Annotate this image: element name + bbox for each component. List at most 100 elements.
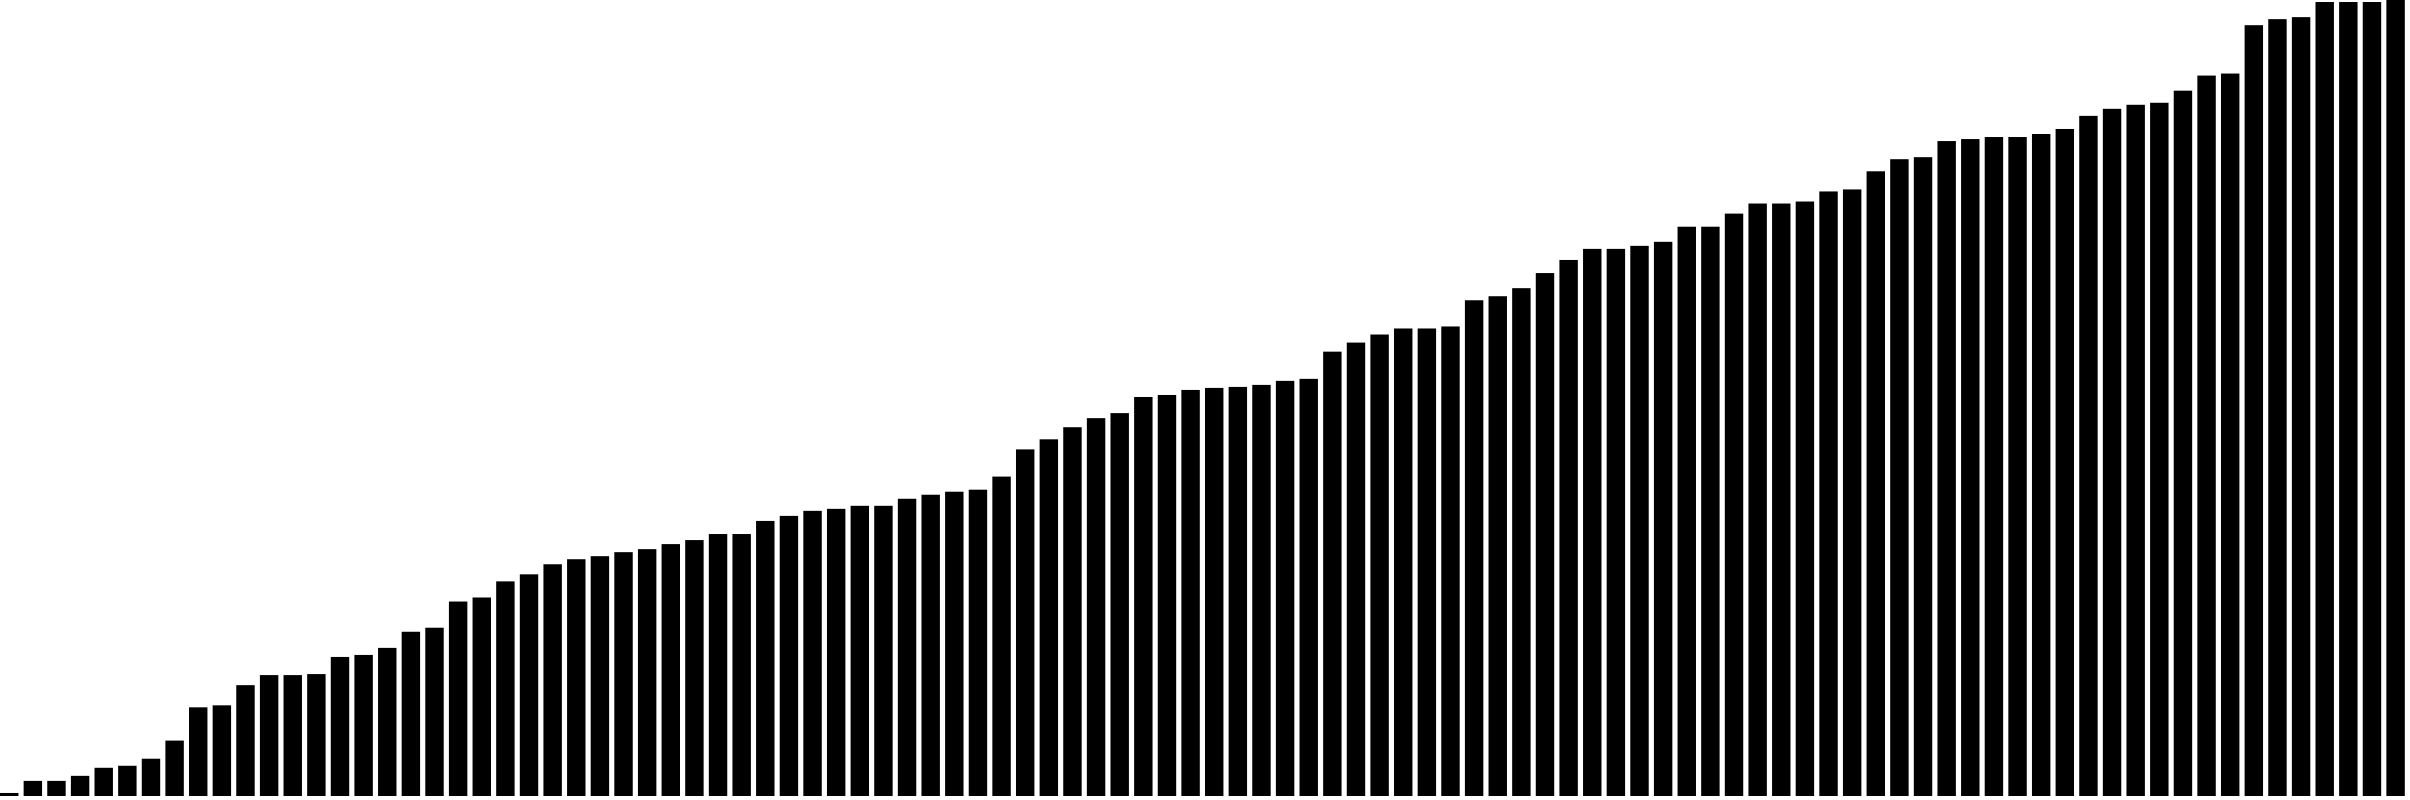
bar-98 — [2291, 17, 2311, 796]
bar-22 — [496, 581, 515, 796]
bar-57 — [1323, 351, 1342, 796]
bar-87 — [2031, 134, 2051, 796]
bar-45 — [1039, 439, 1059, 796]
bar-85 — [1984, 137, 2004, 796]
bar-4 — [70, 775, 90, 796]
bar-51 — [1181, 389, 1200, 796]
bar-92 — [2150, 102, 2169, 796]
bar-99 — [2315, 2, 2334, 796]
bar-100 — [2339, 2, 2358, 796]
bar-33 — [756, 520, 775, 796]
bar-97 — [2268, 19, 2287, 796]
bar-56 — [1299, 378, 1318, 796]
bar-95 — [2220, 73, 2240, 797]
bar-10 — [212, 705, 232, 796]
bar-59 — [1370, 334, 1389, 796]
bar-27 — [614, 552, 633, 796]
bar-86 — [2008, 137, 2027, 796]
bar-29 — [661, 544, 680, 796]
bar-41 — [945, 491, 964, 796]
bar-67 — [1559, 259, 1578, 797]
bar-36 — [826, 508, 846, 796]
bar-93 — [2173, 90, 2193, 797]
bar-37 — [850, 505, 870, 796]
bar-69 — [1606, 248, 1626, 796]
bar-11 — [236, 685, 255, 796]
bar-44 — [1015, 449, 1035, 796]
bar-79 — [1842, 189, 1862, 796]
bar-60 — [1394, 328, 1413, 796]
bar-3 — [47, 780, 66, 796]
bar-76 — [1772, 203, 1791, 796]
bar-16 — [354, 654, 373, 796]
bar-75 — [1748, 203, 1767, 796]
bar-101 — [2362, 2, 2382, 796]
bar-8 — [165, 740, 184, 796]
bar-9 — [189, 707, 208, 796]
bar-102 — [2386, 0, 2405, 796]
bar-81 — [1890, 159, 1909, 796]
bar-63 — [1464, 300, 1484, 796]
bar-68 — [1583, 248, 1602, 796]
bar-82 — [1913, 157, 1933, 796]
bar-31 — [708, 534, 728, 796]
bar-32 — [732, 534, 751, 796]
bar-34 — [779, 515, 799, 796]
bar-1 — [0, 792, 19, 796]
bar-91 — [2126, 104, 2145, 797]
bar-13 — [283, 675, 302, 796]
bar-47 — [1086, 418, 1106, 796]
bar-17 — [378, 647, 397, 796]
bar-96 — [2244, 25, 2264, 796]
bar-35 — [803, 510, 822, 796]
bar-65 — [1512, 288, 1531, 796]
bar-83 — [1937, 141, 1956, 796]
bar-2 — [23, 780, 43, 796]
bar-72 — [1677, 226, 1696, 796]
bar-88 — [2055, 128, 2075, 797]
bar-49 — [1134, 396, 1153, 796]
bar-24 — [543, 564, 562, 796]
bar-40 — [921, 494, 940, 796]
bar-28 — [637, 549, 657, 796]
bar-55 — [1275, 380, 1295, 796]
bar-30 — [685, 540, 704, 796]
bar-42 — [968, 489, 988, 796]
bar-62 — [1441, 326, 1460, 796]
bar-39 — [897, 498, 917, 796]
bar-89 — [2079, 115, 2098, 797]
bar-26 — [590, 556, 610, 796]
bar-77 — [1795, 201, 1815, 796]
bar-84 — [1961, 139, 1980, 797]
bar-66 — [1535, 273, 1555, 796]
bar-54 — [1252, 384, 1271, 796]
bar-43 — [992, 476, 1011, 796]
bar-23 — [519, 574, 539, 796]
bar-50 — [1157, 394, 1177, 796]
bar-78 — [1819, 191, 1838, 796]
bar-12 — [259, 675, 279, 796]
bar-90 — [2102, 108, 2122, 796]
bar-6 — [118, 765, 137, 796]
bar-19 — [425, 627, 444, 796]
bar-52 — [1205, 387, 1224, 796]
bar-46 — [1063, 427, 1082, 796]
bar-71 — [1653, 241, 1673, 796]
bar-38 — [874, 505, 893, 796]
bar-80 — [1866, 171, 1885, 797]
bar-25 — [567, 559, 586, 796]
bar-5 — [94, 767, 113, 796]
bar-61 — [1417, 328, 1437, 796]
bar-14 — [307, 674, 326, 796]
bar-74 — [1724, 213, 1744, 797]
bar-53 — [1228, 386, 1248, 796]
bar-20 — [448, 601, 468, 796]
bar-15 — [330, 656, 350, 796]
bar-18 — [401, 631, 421, 796]
bar-64 — [1488, 296, 1507, 796]
bar-7 — [141, 758, 161, 796]
bar-70 — [1630, 245, 1649, 797]
